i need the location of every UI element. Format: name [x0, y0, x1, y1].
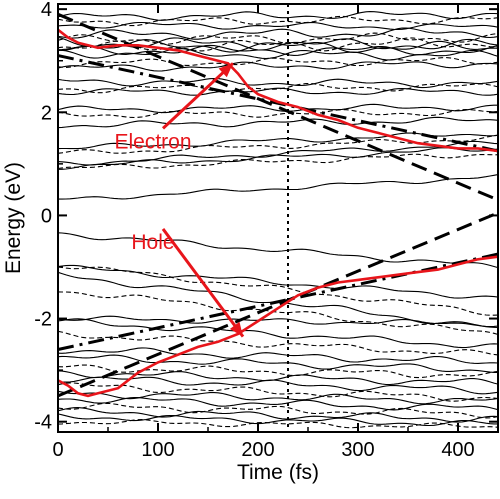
background-series-line — [58, 174, 499, 200]
background-series-line — [57, 140, 499, 166]
background-series-line — [57, 77, 499, 89]
background-series-line — [57, 103, 498, 114]
background-series-line — [57, 390, 499, 405]
x-tick-label: 200 — [241, 439, 274, 461]
y-tick-label: 2 — [41, 102, 52, 124]
electron-arrow-line — [161, 62, 235, 130]
background-series-line — [57, 382, 499, 402]
background-series-line — [57, 153, 499, 170]
y-tick-label: -2 — [34, 309, 52, 331]
background-series-line — [57, 413, 498, 427]
background-series-line — [57, 419, 499, 429]
background-series-line — [57, 116, 499, 129]
background-series-line — [57, 15, 499, 27]
background-series-line — [57, 27, 499, 40]
background-series-line — [57, 134, 499, 154]
background-series-line — [57, 87, 499, 96]
background-series-line — [57, 48, 499, 61]
hole-series-line — [57, 255, 499, 398]
background-series-line — [57, 11, 499, 21]
background-series-line — [57, 364, 499, 379]
background-series-line — [57, 109, 499, 119]
hole-label: Hole — [131, 231, 174, 254]
background-series-line — [57, 330, 499, 356]
x-tick-label: 0 — [52, 439, 63, 461]
background-series-line — [57, 402, 499, 419]
background-series-line — [57, 315, 499, 328]
background-series-line — [57, 32, 499, 45]
background-series-line — [57, 407, 499, 423]
background-series-line — [57, 264, 499, 299]
x-axis-title: Time (fs) — [237, 461, 319, 484]
background-series-line — [57, 397, 499, 411]
background-series-line — [57, 347, 499, 364]
background-series-line — [57, 61, 499, 72]
plot-frame — [57, 3, 499, 433]
dashed-reference-line — [57, 211, 499, 398]
ticks-layer: 0 100 200 300 400 -4 -2 0 2 4 — [34, 0, 498, 461]
x-tick-label: 100 — [141, 439, 174, 461]
reference-lines-layer — [57, 4, 499, 432]
dash-dot-reference-line — [57, 252, 499, 351]
background-series-line — [57, 354, 498, 373]
background-series-line — [57, 318, 499, 349]
background-series-line — [57, 21, 499, 31]
background-series-line — [57, 232, 499, 269]
hole-arrow-line — [161, 228, 245, 338]
x-tick-label: 300 — [341, 439, 374, 461]
background-series-line — [57, 57, 499, 68]
y-tick-label: -4 — [34, 412, 52, 434]
electron-arrow-head — [218, 63, 233, 78]
background-series-line — [58, 147, 499, 170]
highlight-series-layer — [57, 28, 499, 398]
electron-label: Electron — [114, 130, 191, 153]
background-series-line — [57, 82, 499, 94]
series-layer — [57, 11, 499, 429]
y-tick-label: 4 — [41, 0, 52, 21]
y-axis-title: Energy (eV) — [2, 162, 25, 274]
y-tick-label: 0 — [41, 205, 52, 227]
background-series-line — [57, 370, 499, 386]
background-series-line — [57, 291, 499, 336]
x-tick-label: 400 — [441, 439, 474, 461]
hole-arrow-head — [229, 321, 243, 337]
annotation-layer: Electron Hole — [114, 62, 245, 338]
electron-series-line — [57, 28, 499, 153]
